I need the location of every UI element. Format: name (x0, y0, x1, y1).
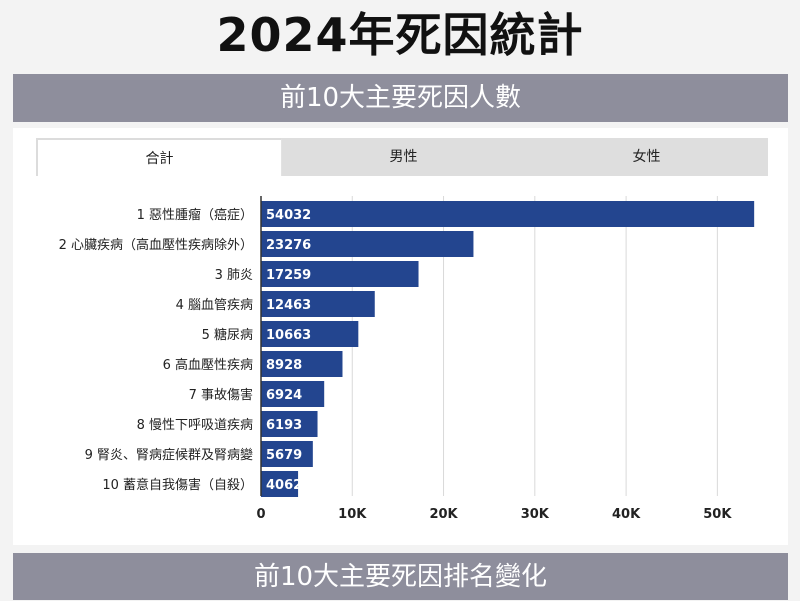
category-label: 3 肺炎 (215, 268, 253, 283)
bar (261, 261, 419, 287)
x-tick-label: 50K (703, 507, 732, 522)
category-label: 9 腎炎、腎病症候群及腎病變 (85, 447, 253, 463)
bar-value-label: 54032 (266, 208, 311, 223)
page-title: 2024年死因統計 (216, 8, 584, 62)
bar (261, 291, 375, 317)
bar (261, 381, 325, 407)
bar (261, 321, 359, 347)
bar-value-label: 10663 (266, 328, 311, 343)
category-label: 10 蓄意自我傷害（自殺） (102, 477, 253, 493)
x-tick-label: 0 (256, 507, 265, 522)
x-tick-label: 40K (612, 507, 641, 522)
section-title-top10-count: 前10大主要死因人數 (13, 74, 788, 122)
chart-card: 合計 男性 女性 0 10K 20K 30K 40K 50K 54032 1 惡性腫瘤（癌症）… (13, 128, 788, 545)
category-label: 6 高血壓性疾病 (163, 357, 253, 373)
section-title-rank-change: 前10大主要死因排名變化 (13, 553, 788, 600)
tab-total[interactable]: 合計 (36, 138, 282, 176)
bar-value-label: 5679 (266, 448, 302, 463)
bar-value-label: 12463 (266, 298, 311, 313)
bar (261, 411, 318, 437)
bar-value-label: 6924 (266, 388, 302, 403)
bar-value-label: 4062 (266, 478, 302, 493)
category-label: 5 糖尿病 (202, 327, 253, 343)
bar (261, 201, 755, 227)
bar-value-label: 17259 (266, 268, 311, 283)
bar-chart: 0 10K 20K 30K 40K 50K 54032 1 惡性腫瘤（癌症） 23276 2 心臟… (59, 196, 755, 522)
gender-tabs: 合計 男性 女性 (36, 138, 768, 176)
x-tick-label: 10K (338, 507, 367, 522)
category-label: 1 惡性腫瘤（癌症） (137, 207, 253, 223)
tab-male[interactable]: 男性 (389, 149, 418, 165)
category-label: 8 慢性下呼吸道疾病 (137, 417, 253, 433)
bar-value-label: 8928 (266, 358, 302, 373)
bar (261, 471, 299, 497)
category-label: 7 事故傷害 (189, 387, 253, 403)
bar (261, 231, 474, 257)
category-label: 4 腦血管疾病 (176, 298, 253, 313)
bar (261, 351, 343, 377)
category-label: 2 心臟疾病（高血壓性疾病除外） (59, 237, 253, 253)
x-tick-label: 30K (521, 507, 550, 522)
bar (261, 441, 313, 467)
x-tick-label: 20K (429, 507, 458, 522)
tab-female[interactable]: 女性 (632, 149, 661, 165)
bar-value-label: 23276 (266, 238, 311, 253)
bar-value-label: 6193 (266, 418, 302, 433)
